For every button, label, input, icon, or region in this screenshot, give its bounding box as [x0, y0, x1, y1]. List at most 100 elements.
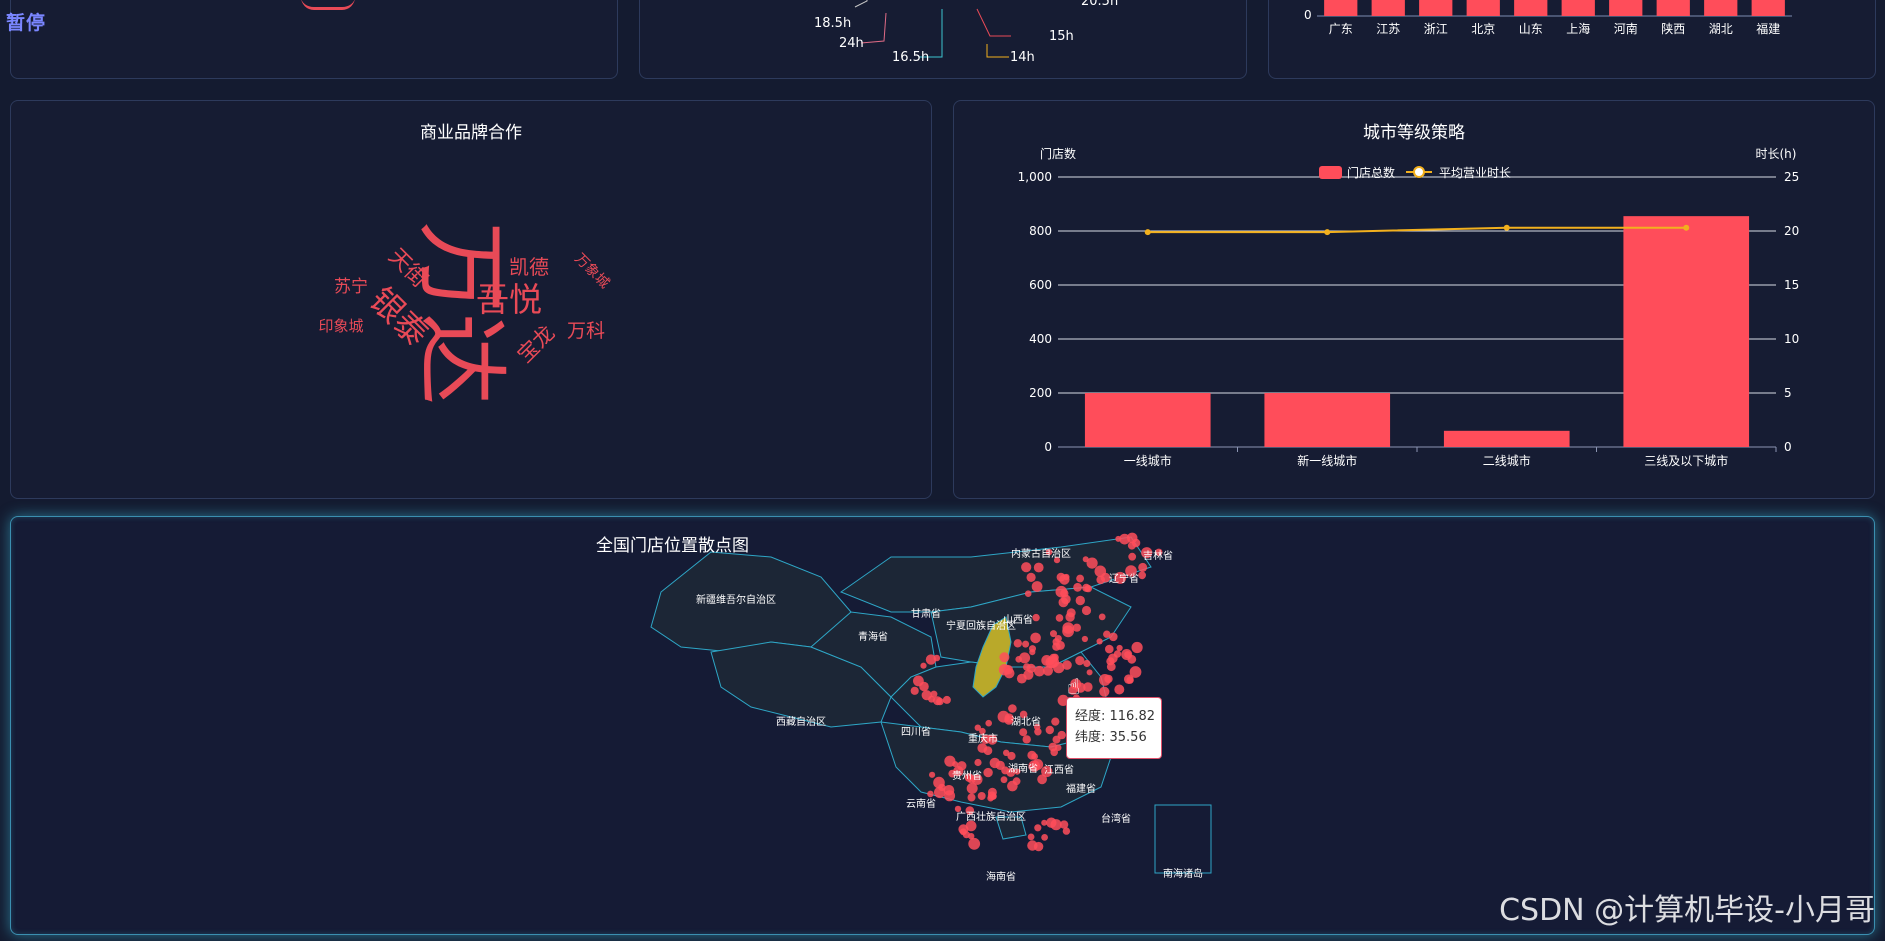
- store-dot[interactable]: [1041, 765, 1053, 778]
- china-scatter-map[interactable]: 新疆维吾尔自治区 内蒙古自治区 吉林省辽宁省甘肃省宁夏回族自治区山西省青海省西藏自治…: [11, 517, 1876, 936]
- store-dot[interactable]: [1019, 728, 1028, 737]
- store-dot[interactable]: [977, 792, 986, 800]
- map-region-shanxi-highlight[interactable]: [972, 616, 1012, 698]
- store-dot[interactable]: [1041, 819, 1048, 826]
- province-bar[interactable]: [1656, 0, 1690, 16]
- store-dot[interactable]: [999, 652, 1010, 663]
- store-dot[interactable]: [953, 766, 964, 777]
- store-dot[interactable]: [1022, 640, 1030, 648]
- province-bar[interactable]: [1419, 0, 1453, 16]
- china-map-shape[interactable]: [650, 536, 1152, 840]
- store-dot[interactable]: [1014, 768, 1021, 775]
- store-dot[interactable]: [921, 690, 932, 701]
- store-dot[interactable]: [1099, 686, 1110, 697]
- store-dot[interactable]: [1108, 653, 1118, 664]
- store-dot[interactable]: [933, 696, 942, 706]
- store-dot[interactable]: [995, 760, 1005, 770]
- store-dot[interactable]: [1062, 827, 1071, 835]
- store-dot[interactable]: [1100, 572, 1111, 583]
- store-dot[interactable]: [967, 775, 976, 784]
- store-dot[interactable]: [968, 837, 981, 850]
- store-dot[interactable]: [1081, 635, 1088, 643]
- store-dot[interactable]: [1041, 834, 1048, 841]
- store-dot[interactable]: [1046, 817, 1057, 828]
- store-dot[interactable]: [1043, 665, 1053, 676]
- store-dot[interactable]: [1155, 548, 1163, 556]
- store-dot[interactable]: [1081, 605, 1092, 616]
- store-dot[interactable]: [1086, 669, 1093, 676]
- store-dot[interactable]: [1027, 833, 1035, 841]
- store-dot[interactable]: [954, 805, 962, 813]
- store-dot[interactable]: [1034, 824, 1042, 832]
- store-dot[interactable]: [1031, 581, 1043, 592]
- store-dot[interactable]: [1063, 573, 1070, 581]
- store-dot[interactable]: [1021, 562, 1032, 573]
- store-dot[interactable]: [1052, 642, 1061, 651]
- province-bar[interactable]: [1751, 0, 1785, 16]
- store-dot[interactable]: [1007, 751, 1016, 761]
- store-dot[interactable]: [1054, 635, 1062, 643]
- store-dot[interactable]: [1128, 552, 1137, 561]
- store-dot[interactable]: [943, 785, 955, 796]
- store-dot[interactable]: [942, 695, 951, 704]
- store-dot[interactable]: [1055, 614, 1064, 622]
- store-dot[interactable]: [1037, 774, 1047, 785]
- store-dot[interactable]: [1066, 608, 1076, 618]
- store-dot[interactable]: [1105, 644, 1114, 654]
- province-bar[interactable]: [1609, 0, 1643, 16]
- pause-button[interactable]: 暂停: [6, 12, 47, 34]
- store-dot[interactable]: [1126, 676, 1134, 684]
- store-dot[interactable]: [1119, 533, 1130, 545]
- store-dot[interactable]: [952, 761, 959, 768]
- store-dot[interactable]: [1061, 594, 1071, 605]
- avg-hours-point[interactable]: [1324, 229, 1331, 236]
- store-dot[interactable]: [1013, 639, 1022, 648]
- store-dot[interactable]: [1059, 820, 1069, 829]
- avg-hours-point[interactable]: [1144, 229, 1151, 236]
- store-dot[interactable]: [1116, 644, 1123, 652]
- store-dot[interactable]: [1075, 656, 1085, 666]
- store-dot[interactable]: [1000, 776, 1008, 784]
- store-dot[interactable]: [967, 793, 976, 802]
- city-bar[interactable]: [1264, 393, 1391, 447]
- store-dot[interactable]: [1019, 710, 1028, 719]
- store-dot[interactable]: [1004, 668, 1015, 679]
- store-dot[interactable]: [959, 828, 967, 836]
- store-dot[interactable]: [1032, 613, 1040, 622]
- store-dot[interactable]: [927, 790, 934, 798]
- store-dot[interactable]: [1073, 582, 1082, 592]
- store-dot[interactable]: [1098, 613, 1106, 621]
- store-dot[interactable]: [1028, 760, 1040, 772]
- store-dot[interactable]: [910, 686, 919, 695]
- store-dot[interactable]: [1114, 571, 1127, 584]
- store-dot[interactable]: [1082, 556, 1089, 563]
- store-dot[interactable]: [929, 771, 936, 778]
- province-bar[interactable]: [1371, 0, 1405, 16]
- store-dot[interactable]: [919, 681, 929, 692]
- store-dot[interactable]: [1131, 641, 1143, 654]
- store-dot[interactable]: [930, 690, 938, 698]
- store-dot[interactable]: [1062, 622, 1074, 634]
- store-dot[interactable]: [1053, 557, 1061, 564]
- store-dot[interactable]: [1084, 585, 1091, 592]
- store-dot[interactable]: [1075, 595, 1086, 606]
- chart-legend[interactable]: 门店总数 平均营业时长: [1319, 165, 1511, 180]
- store-dot[interactable]: [1047, 656, 1059, 668]
- city-bar[interactable]: [1084, 393, 1211, 447]
- legend-bar-label[interactable]: 门店总数: [1347, 165, 1395, 180]
- city-bar[interactable]: [1443, 430, 1570, 447]
- store-dot[interactable]: [1050, 630, 1057, 638]
- province-bar[interactable]: [1324, 0, 1358, 16]
- store-dot[interactable]: [1034, 665, 1045, 677]
- store-dot[interactable]: [983, 767, 993, 778]
- store-dot[interactable]: [974, 724, 981, 731]
- store-dot[interactable]: [1024, 590, 1032, 597]
- store-dot[interactable]: [925, 654, 937, 665]
- store-dot[interactable]: [965, 820, 977, 832]
- store-dot[interactable]: [1096, 638, 1103, 645]
- store-dot[interactable]: [1008, 704, 1017, 713]
- store-dot[interactable]: [965, 806, 975, 815]
- store-dot[interactable]: [1062, 660, 1072, 670]
- store-dot[interactable]: [1103, 630, 1111, 638]
- store-dot[interactable]: [1031, 753, 1038, 760]
